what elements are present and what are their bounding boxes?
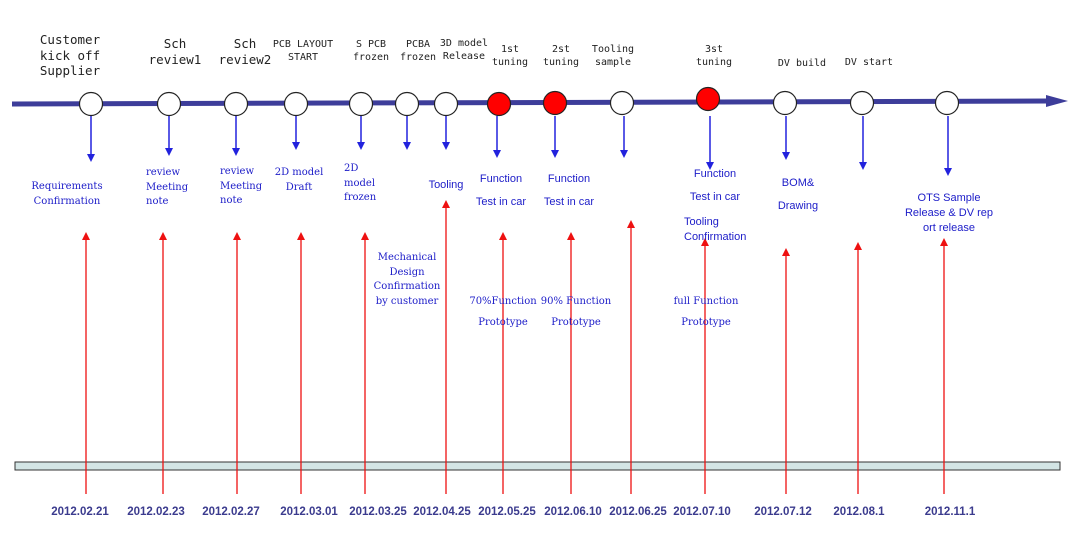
note-11b: Tooling Confirmation xyxy=(684,216,747,243)
milestone-label-10: Tooling sample xyxy=(591,44,635,68)
note-4: 2D model Draft xyxy=(274,167,324,193)
date-8: 2012.05.25 xyxy=(478,506,536,518)
note-1: Requirements Confirmation xyxy=(31,181,103,207)
date-10: 2012.06.25 xyxy=(609,506,667,518)
note-11: Function Test in car xyxy=(689,168,741,204)
note-12: BOM& Drawing xyxy=(777,177,819,213)
milestone-circle-3 xyxy=(223,91,249,117)
milestone-circle-10 xyxy=(609,90,635,116)
milestone-label-6: PCBA frozen xyxy=(399,39,437,63)
note-11c: full Function Prototype xyxy=(673,296,739,328)
date-1: 2012.02.21 xyxy=(51,506,109,518)
date-12: 2012.07.12 xyxy=(754,506,812,518)
bottom-bar xyxy=(14,461,1061,471)
tuning-circle-3 xyxy=(695,86,721,112)
note-5: 2D model frozen xyxy=(344,163,377,203)
milestone-label-9: 2st tuning xyxy=(542,44,580,68)
note-7: Tooling xyxy=(428,179,464,191)
milestone-circle-7 xyxy=(433,91,459,117)
milestone-circle-13 xyxy=(849,90,875,116)
note-9: Function Test in car xyxy=(543,173,595,209)
milestone-label-13: DV start xyxy=(844,57,894,68)
date-14: 2012.11.1 xyxy=(924,506,976,518)
milestone-label-11: 3st tuning xyxy=(695,44,733,68)
note-2: review Meeting note xyxy=(146,167,189,207)
timeline-line xyxy=(11,98,1051,107)
milestone-circle-1 xyxy=(78,91,104,117)
milestone-circle-14 xyxy=(934,90,960,116)
date-7: 2012.04.25 xyxy=(413,506,471,518)
date-13: 2012.08.1 xyxy=(833,506,885,518)
milestone-label-1: Customer kick off Supplier xyxy=(39,32,101,79)
milestone-circle-2 xyxy=(156,91,182,117)
date-11: 2012.07.10 xyxy=(673,506,731,518)
date-3: 2012.02.27 xyxy=(202,506,260,518)
milestone-label-4: PCB LAYOUT START xyxy=(272,39,334,63)
timeline-arrowhead xyxy=(1046,95,1068,107)
milestone-circle-5 xyxy=(348,91,374,117)
date-5: 2012.03.25 xyxy=(349,506,407,518)
milestone-circle-4 xyxy=(283,91,309,117)
note-8: Function Test in car xyxy=(475,173,527,209)
note-3: review Meeting note xyxy=(220,166,263,206)
note-9b: 90% Function Prototype xyxy=(540,296,612,328)
date-2: 2012.02.23 xyxy=(127,506,185,518)
milestone-circle-12 xyxy=(772,90,798,116)
date-4: 2012.03.01 xyxy=(280,506,338,518)
milestone-label-8: 1st tuning xyxy=(491,44,529,68)
note-5b: Mechanical Design Confirmation by custom… xyxy=(373,252,441,307)
milestone-label-2: Sch review1 xyxy=(148,36,202,67)
milestone-label-12: DV build xyxy=(777,58,827,69)
milestone-label-3: Sch review2 xyxy=(218,36,272,67)
date-9: 2012.06.10 xyxy=(544,506,602,518)
milestone-label-5: S PCB frozen xyxy=(352,39,390,63)
note-8b: 70%Function Prototype xyxy=(469,296,537,328)
tuning-circle-1 xyxy=(486,91,512,117)
milestone-circle-6 xyxy=(394,91,420,117)
milestone-label-7: 3D model Release xyxy=(439,38,489,62)
tuning-circle-2 xyxy=(542,90,568,116)
note-14: OTS Sample Release & DV rep ort release xyxy=(904,192,994,234)
